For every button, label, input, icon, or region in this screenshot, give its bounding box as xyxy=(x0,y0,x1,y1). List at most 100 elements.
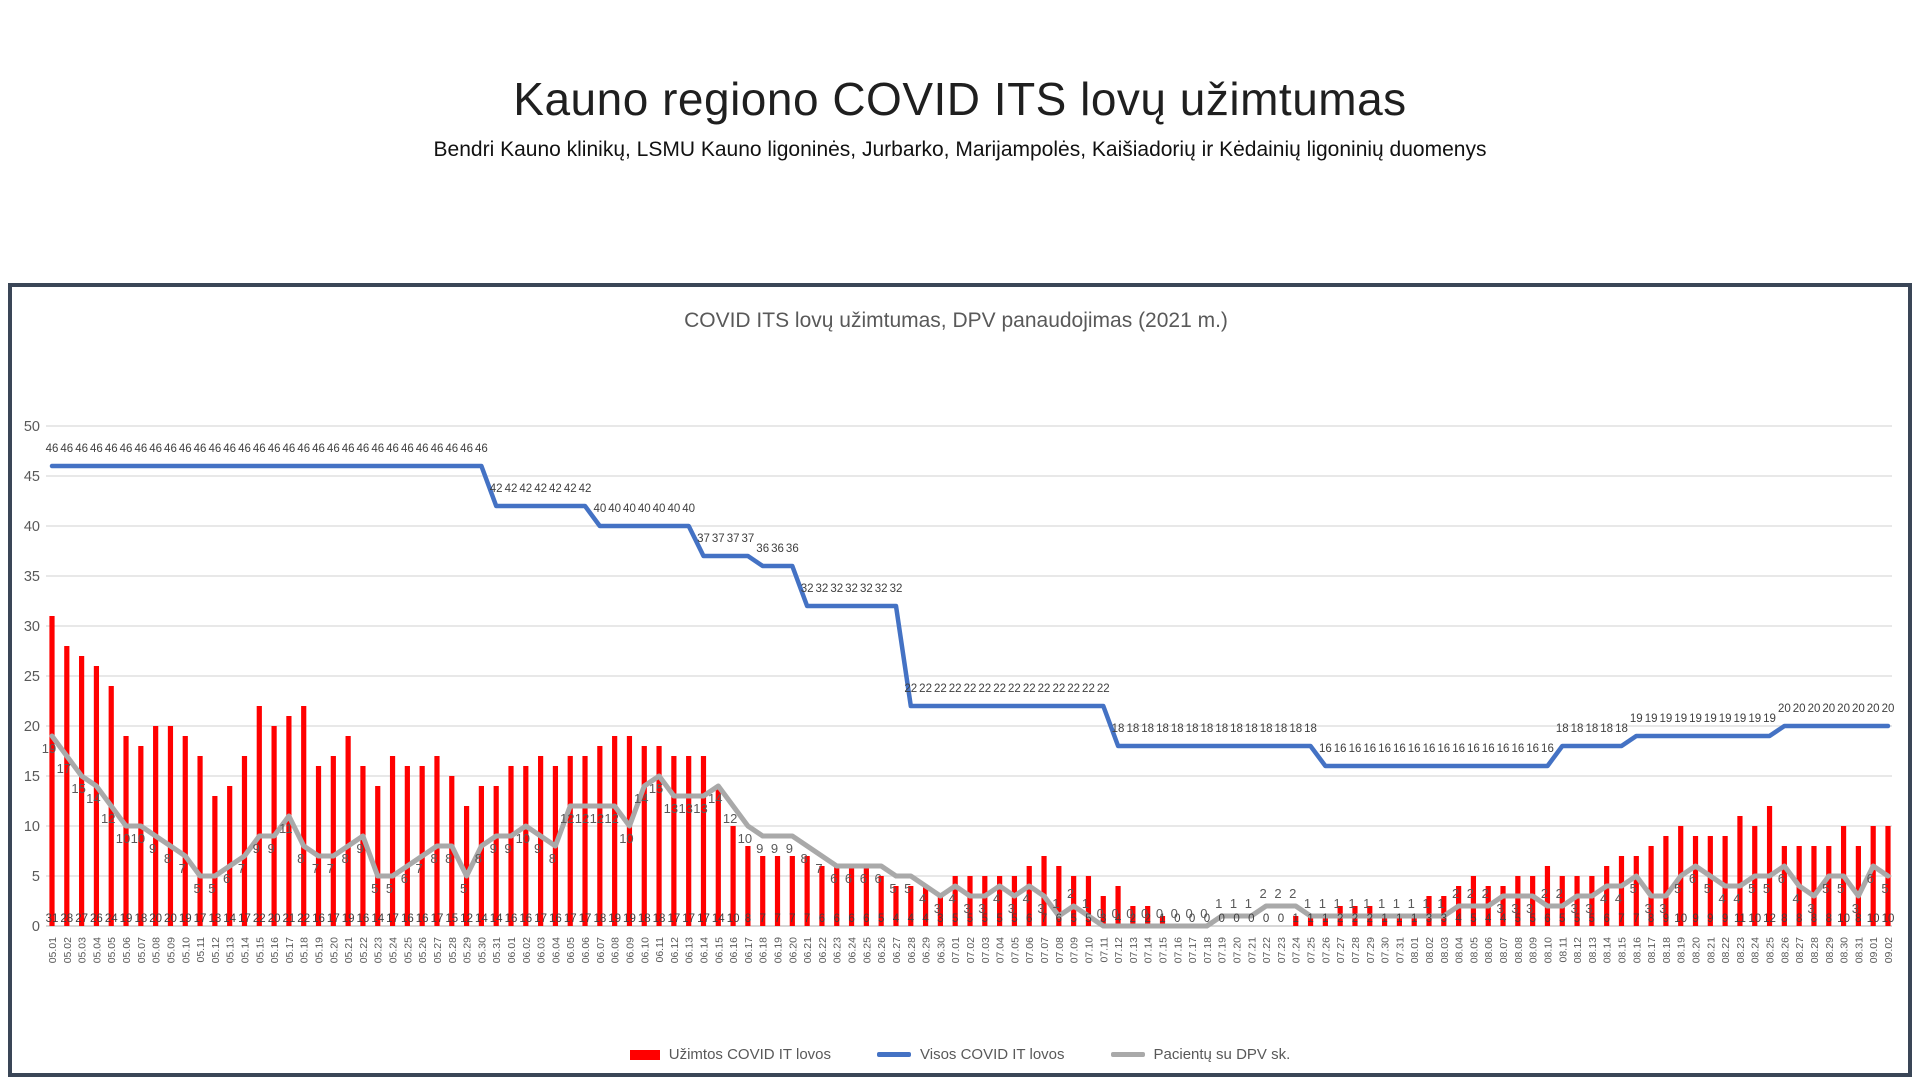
svg-text:9: 9 xyxy=(756,841,763,856)
svg-text:4: 4 xyxy=(1023,891,1030,906)
svg-text:6: 6 xyxy=(1056,913,1062,925)
svg-text:1: 1 xyxy=(1422,896,1429,911)
svg-text:08.01: 08.01 xyxy=(1409,937,1421,963)
svg-text:07.28: 07.28 xyxy=(1350,937,1362,963)
legend-item-occupied: Užimtos COVID IT lovos xyxy=(629,1046,832,1063)
svg-text:46: 46 xyxy=(416,443,429,455)
svg-text:19: 19 xyxy=(342,913,355,925)
svg-text:0: 0 xyxy=(1189,913,1195,925)
svg-text:3: 3 xyxy=(963,901,970,916)
svg-text:06.04: 06.04 xyxy=(550,937,562,963)
svg-text:46: 46 xyxy=(46,443,59,455)
svg-text:9: 9 xyxy=(1707,913,1713,925)
svg-text:7: 7 xyxy=(238,861,245,876)
svg-text:0: 0 xyxy=(1248,913,1254,925)
svg-text:05.22: 05.22 xyxy=(358,937,370,963)
svg-text:15: 15 xyxy=(24,769,40,785)
svg-text:46: 46 xyxy=(134,443,147,455)
svg-text:19: 19 xyxy=(179,913,192,925)
svg-text:20: 20 xyxy=(1882,703,1895,715)
svg-text:07.23: 07.23 xyxy=(1276,937,1288,963)
svg-text:17: 17 xyxy=(57,761,71,776)
svg-text:06.01: 06.01 xyxy=(506,937,518,963)
svg-text:06.06: 06.06 xyxy=(580,937,592,963)
svg-text:2: 2 xyxy=(1352,913,1358,925)
svg-text:14: 14 xyxy=(490,913,503,925)
svg-text:8: 8 xyxy=(1811,913,1817,925)
svg-text:14: 14 xyxy=(223,913,236,925)
x-axis-labels: 05.01 05.02 05.03 05.04 05.05 05.06 05.07 05.08… xyxy=(47,937,1895,963)
svg-text:10: 10 xyxy=(24,819,40,835)
svg-text:7: 7 xyxy=(312,861,319,876)
svg-text:1: 1 xyxy=(1307,913,1313,925)
svg-text:12: 12 xyxy=(101,811,115,826)
svg-text:0: 0 xyxy=(1263,913,1269,925)
svg-text:6: 6 xyxy=(830,871,837,886)
svg-text:1: 1 xyxy=(1396,913,1402,925)
svg-text:35: 35 xyxy=(24,569,40,585)
svg-text:5: 5 xyxy=(982,913,988,925)
svg-text:16: 16 xyxy=(1378,743,1391,755)
svg-text:37: 37 xyxy=(697,533,710,545)
svg-text:16: 16 xyxy=(1511,743,1524,755)
legend-label-occupied: Užimtos COVID IT lovos xyxy=(668,1046,832,1063)
svg-text:8: 8 xyxy=(1826,913,1832,925)
svg-text:15: 15 xyxy=(649,781,663,796)
svg-text:32: 32 xyxy=(845,583,858,595)
svg-text:46: 46 xyxy=(208,443,221,455)
svg-text:6: 6 xyxy=(834,913,840,925)
svg-text:22: 22 xyxy=(1067,683,1080,695)
svg-text:0: 0 xyxy=(1200,906,1207,921)
svg-text:5: 5 xyxy=(1515,913,1521,925)
svg-text:0: 0 xyxy=(1097,906,1104,921)
svg-text:07.14: 07.14 xyxy=(1143,937,1155,963)
svg-text:05.27: 05.27 xyxy=(432,937,444,963)
svg-text:46: 46 xyxy=(149,443,162,455)
svg-text:2: 2 xyxy=(1337,913,1343,925)
chart-frame: COVID ITS lovų užimtumas, DPV panaudojim… xyxy=(8,283,1912,1077)
svg-text:4: 4 xyxy=(1485,913,1492,925)
svg-text:0: 0 xyxy=(1171,906,1178,921)
svg-text:46: 46 xyxy=(268,443,281,455)
svg-text:10: 10 xyxy=(116,831,130,846)
svg-text:18: 18 xyxy=(1245,723,1258,735)
svg-text:6: 6 xyxy=(860,871,867,886)
svg-text:3: 3 xyxy=(937,913,943,925)
svg-text:07.27: 07.27 xyxy=(1335,937,1347,963)
svg-text:32: 32 xyxy=(816,583,829,595)
svg-text:46: 46 xyxy=(327,443,340,455)
svg-text:7: 7 xyxy=(1041,913,1047,925)
svg-text:32: 32 xyxy=(890,583,903,595)
svg-text:07.21: 07.21 xyxy=(1246,937,1258,963)
svg-text:46: 46 xyxy=(297,443,310,455)
svg-text:46: 46 xyxy=(194,443,207,455)
svg-text:6: 6 xyxy=(1689,871,1696,886)
svg-text:16: 16 xyxy=(1423,743,1436,755)
svg-text:2: 2 xyxy=(1556,886,1563,901)
svg-text:08.07: 08.07 xyxy=(1498,937,1510,963)
svg-text:18: 18 xyxy=(1186,723,1199,735)
svg-text:08.27: 08.27 xyxy=(1794,937,1806,963)
svg-text:5: 5 xyxy=(1837,881,1844,896)
svg-text:20: 20 xyxy=(24,719,40,735)
svg-text:20: 20 xyxy=(1867,703,1880,715)
svg-text:05.14: 05.14 xyxy=(239,937,251,963)
svg-text:5: 5 xyxy=(1822,881,1829,896)
svg-text:0: 0 xyxy=(1111,906,1118,921)
svg-text:40: 40 xyxy=(608,503,621,515)
svg-text:46: 46 xyxy=(60,443,73,455)
svg-text:42: 42 xyxy=(534,483,547,495)
svg-text:19: 19 xyxy=(42,741,56,756)
svg-text:07.26: 07.26 xyxy=(1320,937,1332,963)
svg-text:16: 16 xyxy=(519,913,532,925)
svg-text:40: 40 xyxy=(667,503,680,515)
svg-text:05.08: 05.08 xyxy=(151,937,163,963)
dpv-patients-line xyxy=(49,733,1891,929)
svg-text:06.26: 06.26 xyxy=(876,937,888,963)
svg-text:22: 22 xyxy=(1082,683,1095,695)
svg-text:2: 2 xyxy=(1367,913,1373,925)
svg-text:08.21: 08.21 xyxy=(1705,937,1717,963)
legend-item-dpv: Pacientų su DPV sk. xyxy=(1110,1046,1290,1063)
svg-text:9: 9 xyxy=(771,841,778,856)
svg-text:46: 46 xyxy=(401,443,414,455)
